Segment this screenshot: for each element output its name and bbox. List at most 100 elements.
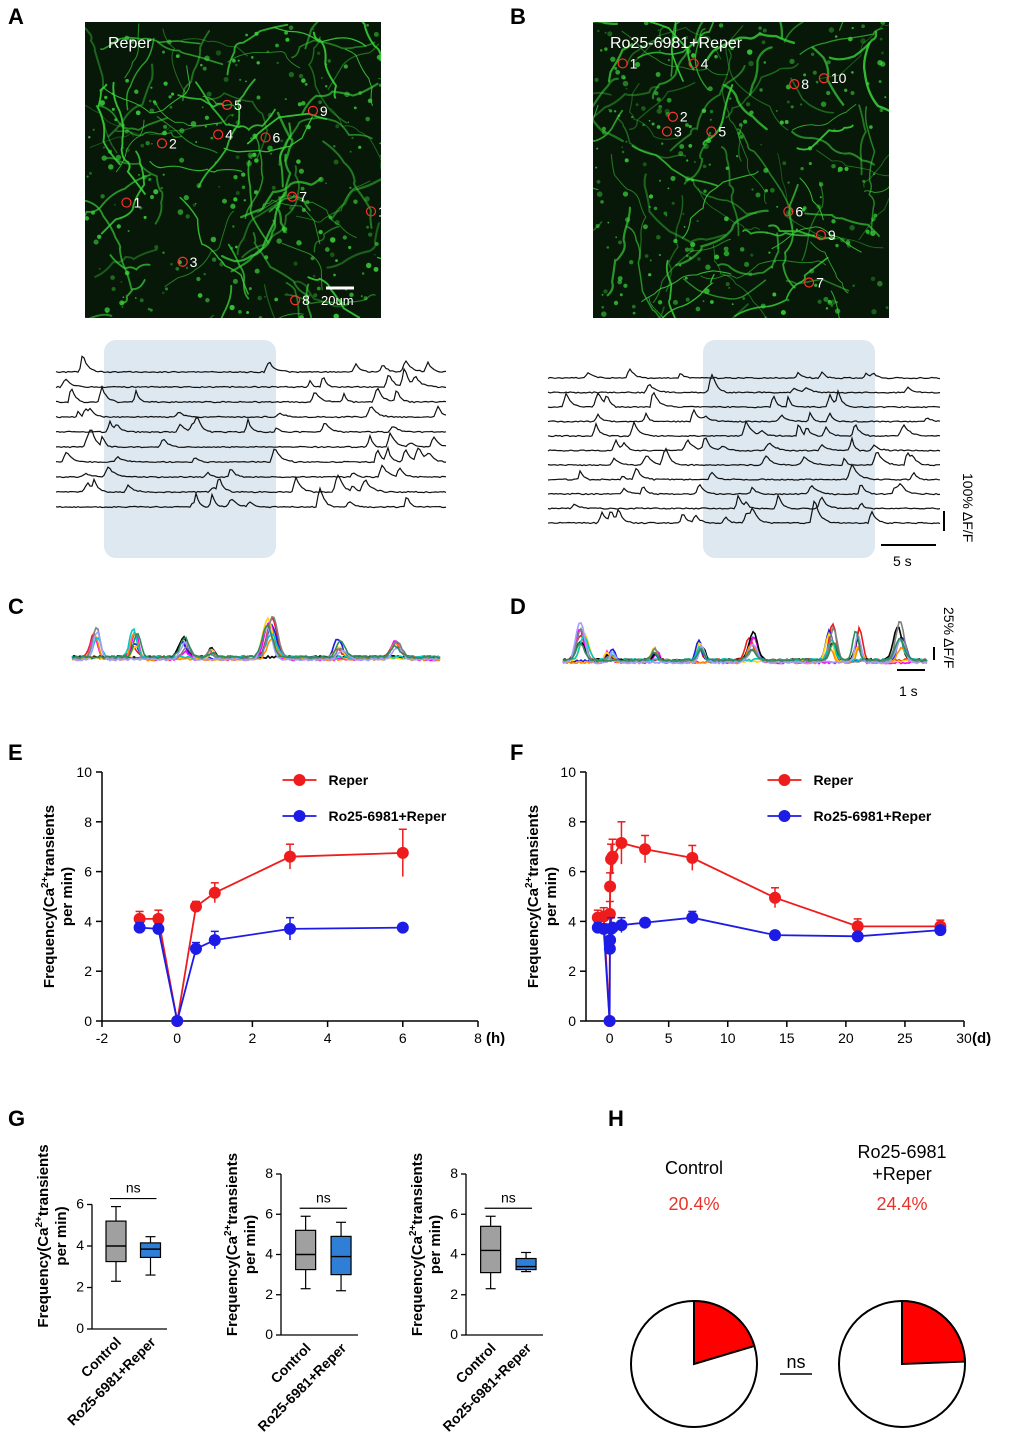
micrograph-speck bbox=[190, 121, 197, 127]
micrograph-fiber bbox=[828, 30, 878, 61]
micrograph-speck bbox=[751, 188, 754, 191]
micrograph-fiber bbox=[327, 43, 380, 91]
micrograph-fiber bbox=[109, 254, 151, 271]
micrograph-fiber bbox=[830, 290, 841, 318]
cell-number-label: 4 bbox=[701, 55, 709, 71]
micrograph-fiber bbox=[661, 274, 715, 318]
micrograph-speck bbox=[802, 206, 807, 210]
micrograph-speck bbox=[111, 92, 114, 96]
y-axis-label-line2: per min) bbox=[242, 1215, 259, 1274]
y-axis-label-part: transients bbox=[35, 1144, 52, 1216]
legend-marker bbox=[293, 774, 306, 786]
micrograph-fiber bbox=[712, 244, 767, 318]
box-body bbox=[480, 1225, 502, 1274]
micrograph-speck bbox=[654, 91, 659, 96]
micrograph-speck bbox=[200, 63, 203, 67]
cell-number-label: 1 bbox=[630, 55, 638, 71]
micrograph-speck bbox=[264, 255, 269, 260]
micrograph-speck bbox=[826, 60, 831, 65]
micrograph-fiber bbox=[278, 122, 292, 188]
cell-roi-marker bbox=[156, 138, 168, 149]
traces-b: 100% ΔF/F 5 s bbox=[547, 340, 976, 569]
micrograph-speck bbox=[834, 308, 841, 314]
micrograph-speck bbox=[124, 35, 130, 41]
micrograph-speck bbox=[834, 35, 838, 38]
micrograph-fiber bbox=[361, 22, 381, 62]
micrograph-speck bbox=[360, 295, 363, 298]
micrograph-speck bbox=[228, 122, 231, 125]
micrograph-speck bbox=[298, 168, 304, 174]
y-tick-label: 8 bbox=[84, 814, 92, 830]
micrograph-speck bbox=[288, 71, 295, 78]
micrograph-speck bbox=[254, 158, 259, 163]
micrograph-speck bbox=[161, 132, 164, 136]
micrograph-speck bbox=[267, 112, 273, 118]
micrograph-speck bbox=[884, 96, 887, 99]
y-axis-label: Frequency(Ca2+transients bbox=[223, 1153, 241, 1336]
micrograph-fiber bbox=[736, 128, 793, 213]
micrograph-fiber bbox=[85, 26, 105, 92]
micrograph-speck bbox=[622, 76, 626, 80]
micrograph-speck bbox=[780, 309, 786, 316]
box-body bbox=[105, 1220, 127, 1263]
micrograph-speck bbox=[601, 311, 607, 317]
micrograph-fiber bbox=[293, 280, 351, 308]
cell-number-label: 7 bbox=[299, 189, 307, 205]
micrograph-fiber bbox=[593, 118, 624, 143]
micrograph-fiber bbox=[652, 238, 731, 304]
calcium-trace bbox=[547, 367, 941, 380]
significance-label: ns bbox=[126, 1180, 141, 1196]
micrograph-speck bbox=[248, 154, 253, 160]
micrograph-fiber bbox=[816, 149, 889, 177]
micrograph-fiber bbox=[706, 31, 795, 61]
y-axis-label-superscript: 2+ bbox=[408, 1224, 419, 1236]
box-body bbox=[139, 1242, 162, 1259]
data-point bbox=[615, 919, 628, 932]
micrograph-speck bbox=[95, 105, 98, 107]
micrograph-speck bbox=[702, 164, 707, 169]
micrograph-speck bbox=[88, 136, 91, 139]
micrograph-speck bbox=[231, 114, 234, 117]
micrograph-fiber bbox=[236, 199, 283, 256]
micrograph-speck bbox=[107, 149, 113, 154]
overlay-trace bbox=[562, 630, 928, 663]
micrograph-speck bbox=[610, 56, 616, 62]
y-tick-label: 6 bbox=[568, 864, 576, 880]
overlay-traces-c bbox=[71, 615, 441, 662]
micrograph-speck bbox=[649, 259, 652, 262]
micrograph-speck bbox=[621, 146, 623, 149]
micrograph-speck bbox=[613, 300, 619, 306]
micrograph-speck bbox=[85, 216, 90, 221]
micrograph-speck bbox=[161, 291, 165, 295]
micrograph-speck bbox=[288, 25, 294, 30]
micrograph-speck bbox=[214, 161, 217, 164]
data-point bbox=[396, 846, 409, 859]
micrograph-speck bbox=[279, 146, 283, 150]
micrograph-speck bbox=[770, 187, 775, 193]
x-tick-label: -2 bbox=[96, 1030, 109, 1046]
series-line-0 bbox=[139, 852, 403, 1022]
micrograph-speck bbox=[235, 63, 238, 67]
micrograph-speck bbox=[865, 229, 870, 234]
micrograph-speck bbox=[316, 286, 321, 291]
y-tick-label: 6 bbox=[450, 1205, 458, 1221]
y-axis-label-part: Frequency(Ca bbox=[525, 887, 542, 988]
data-point bbox=[190, 900, 202, 913]
micrograph-speck bbox=[831, 219, 836, 224]
micrograph-speck bbox=[673, 238, 678, 244]
micrograph-speck bbox=[615, 236, 618, 239]
micrograph-speck bbox=[771, 266, 774, 269]
micrograph-fiber bbox=[858, 104, 867, 176]
micrograph-speck bbox=[92, 128, 95, 131]
micrograph-speck bbox=[596, 147, 599, 150]
micrograph-fiber bbox=[675, 209, 769, 267]
cell-number-label: 8 bbox=[302, 292, 310, 308]
cell-number-label: 9 bbox=[828, 227, 836, 243]
micrograph-speck bbox=[333, 313, 339, 318]
pie-percent-label: 24.4% bbox=[876, 1194, 927, 1214]
micrograph-speck bbox=[185, 214, 190, 219]
panel-label-h: H bbox=[608, 1106, 624, 1131]
micrograph-fiber bbox=[125, 37, 155, 111]
micrograph-speck bbox=[600, 200, 604, 204]
micrograph-speck bbox=[695, 306, 701, 312]
